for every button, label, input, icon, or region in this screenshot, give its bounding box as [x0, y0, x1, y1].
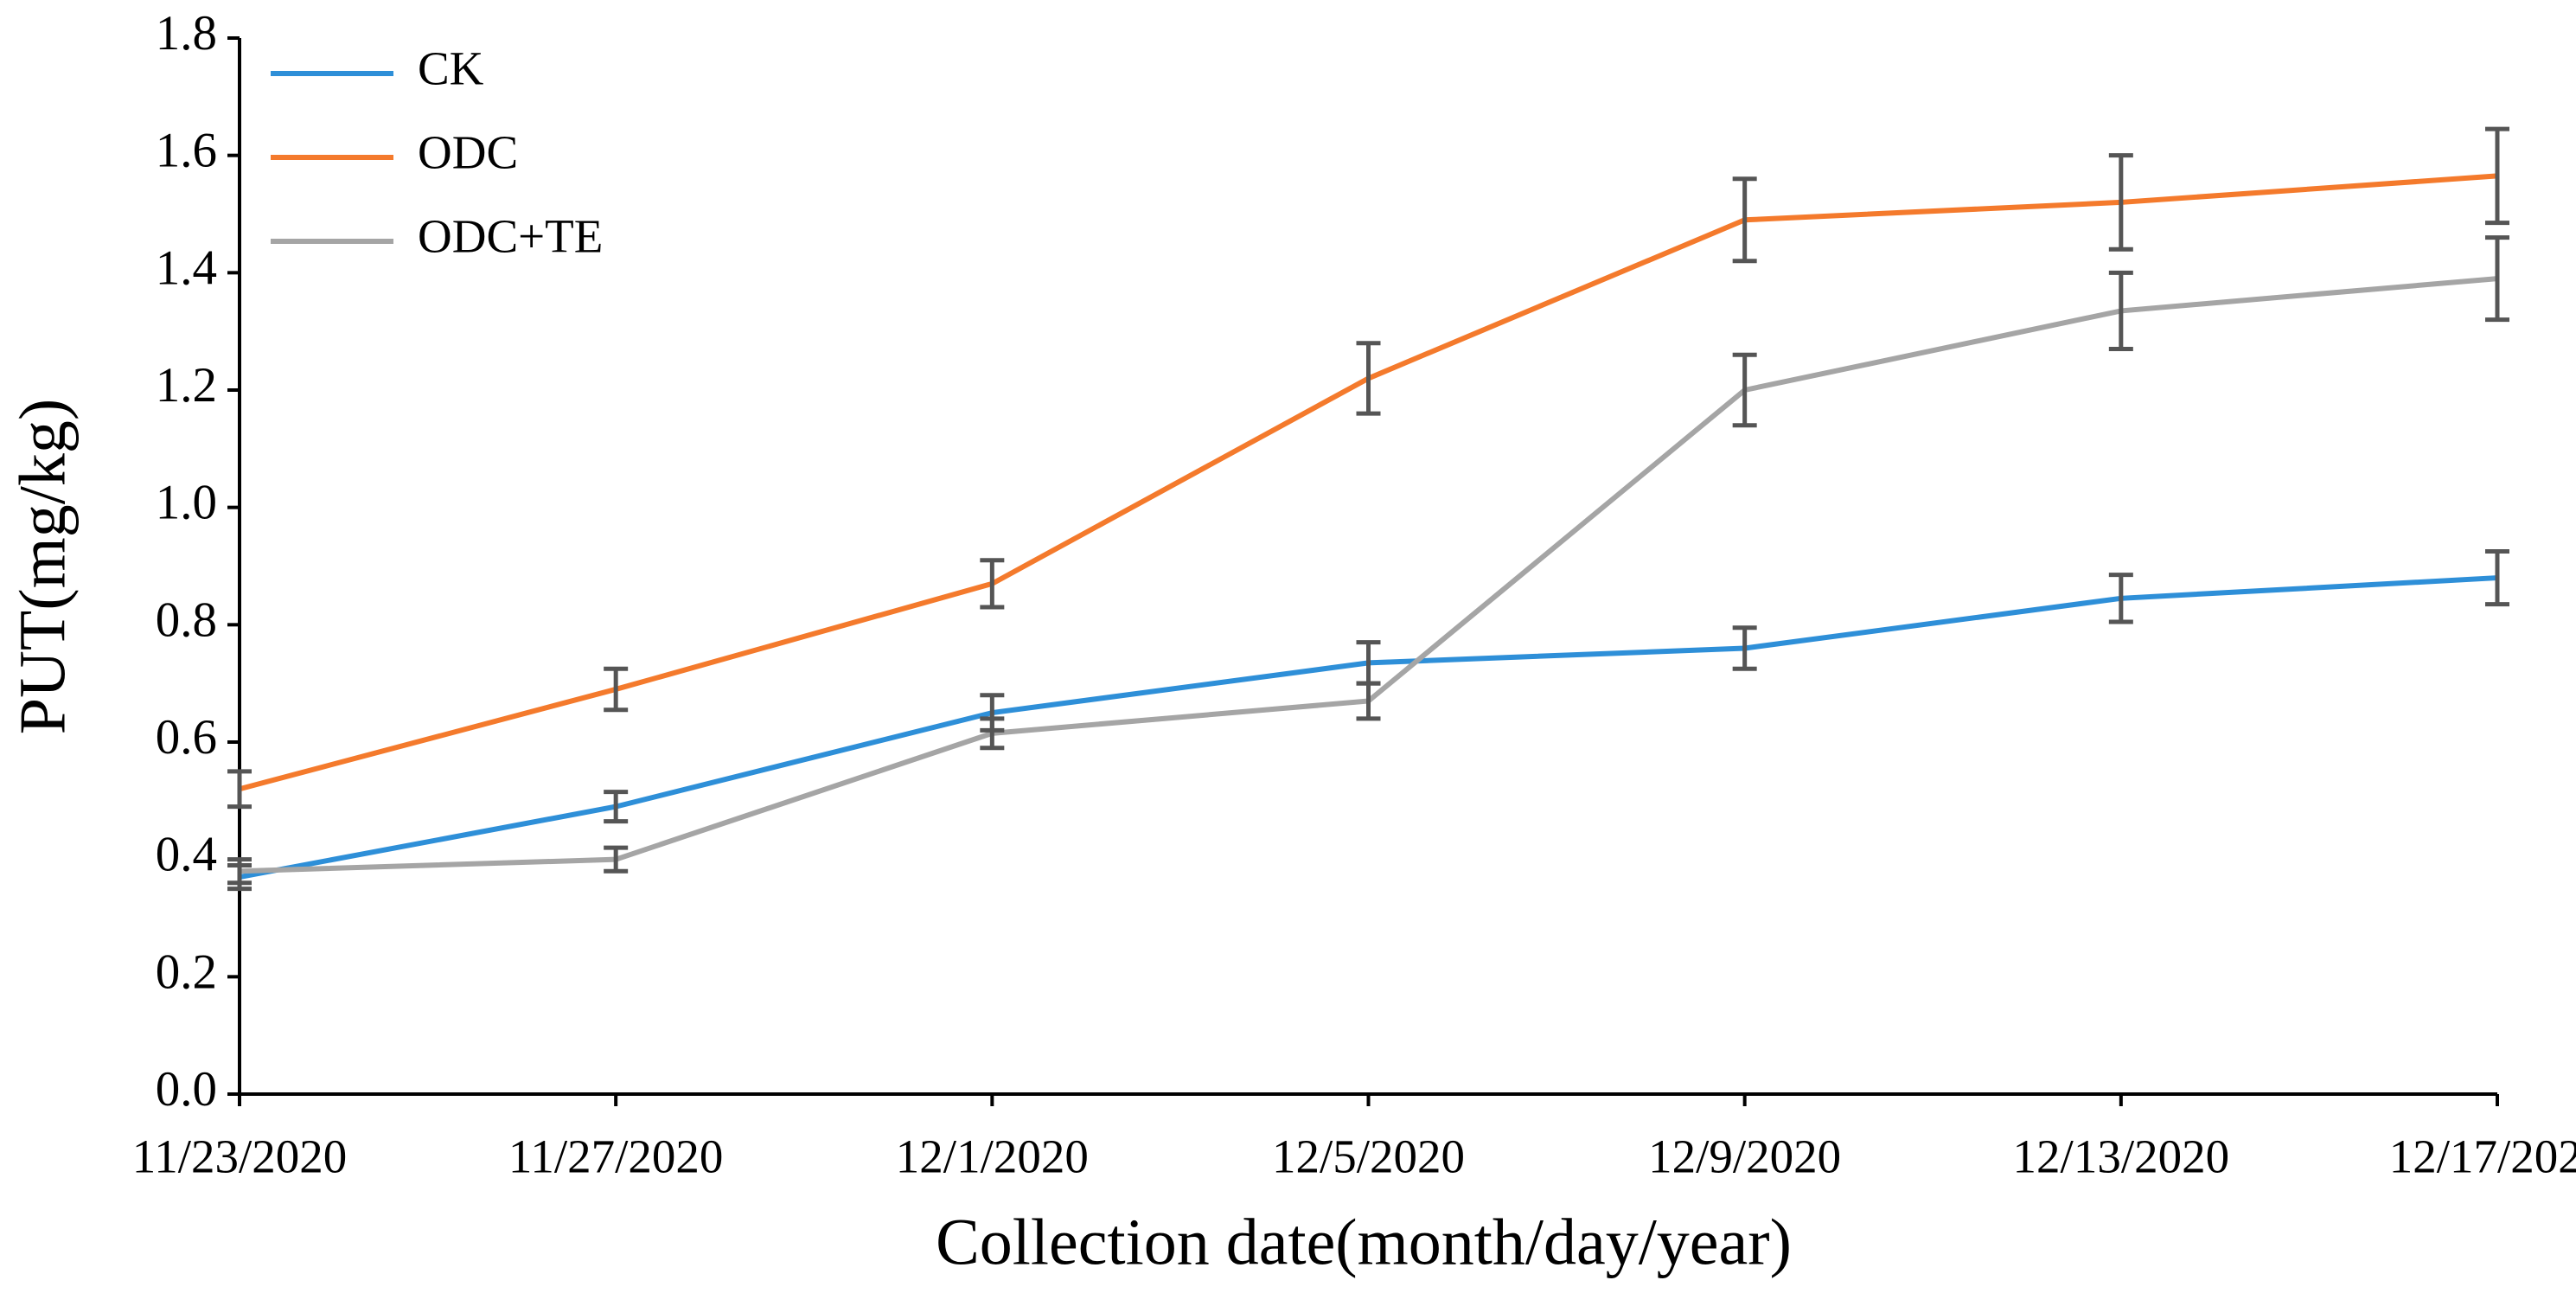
error-bar	[227, 769, 252, 810]
series-line	[239, 575, 2498, 880]
y-axis-title: PUT(mg/kg)	[6, 399, 79, 734]
error-bar	[1356, 681, 1381, 721]
x-tick-label: 12/5/2020	[1272, 1130, 1465, 1183]
legend-label: CK	[418, 42, 484, 95]
error-bar	[1356, 341, 1381, 416]
y-tick-label: 0.6	[156, 710, 217, 765]
y-tick-label: 1.2	[156, 358, 217, 413]
error-bar	[604, 790, 629, 824]
x-tick-label: 12/17/2020	[2389, 1130, 2576, 1183]
error-bar	[2108, 573, 2133, 624]
error-bar	[227, 857, 252, 886]
x-tick-label: 12/1/2020	[896, 1130, 1089, 1183]
error-bar	[2485, 126, 2509, 226]
x-tick-label: 12/13/2020	[2013, 1130, 2230, 1183]
error-bar	[1732, 176, 1757, 264]
error-bar	[2108, 270, 2133, 352]
error-bar	[980, 558, 1005, 610]
y-tick-label: 1.4	[156, 240, 217, 295]
x-tick-label: 11/23/2020	[132, 1130, 348, 1183]
error-bar	[2485, 549, 2509, 607]
error-bar	[1732, 352, 1757, 428]
y-tick-label: 1.6	[156, 124, 217, 178]
y-tick-label: 1.8	[156, 6, 217, 61]
error-bar	[604, 845, 629, 874]
error-bar	[2485, 235, 2509, 323]
error-bar	[1732, 625, 1757, 671]
x-axis-title: Collection date(month/day/year)	[936, 1206, 1792, 1278]
y-tick-label: 1.0	[156, 476, 217, 530]
error-bar	[980, 716, 1005, 751]
y-tick-label: 0.0	[156, 1062, 217, 1117]
x-tick-label: 11/27/2020	[508, 1130, 724, 1183]
y-tick-label: 0.2	[156, 944, 217, 999]
legend-label: ODC	[418, 126, 518, 179]
y-tick-label: 0.8	[156, 592, 217, 647]
error-bar	[2108, 153, 2133, 252]
legend-label: ODC+TE	[418, 210, 603, 263]
error-bar	[604, 666, 629, 713]
y-tick-label: 0.4	[156, 828, 217, 882]
x-tick-label: 12/9/2020	[1648, 1130, 1841, 1183]
